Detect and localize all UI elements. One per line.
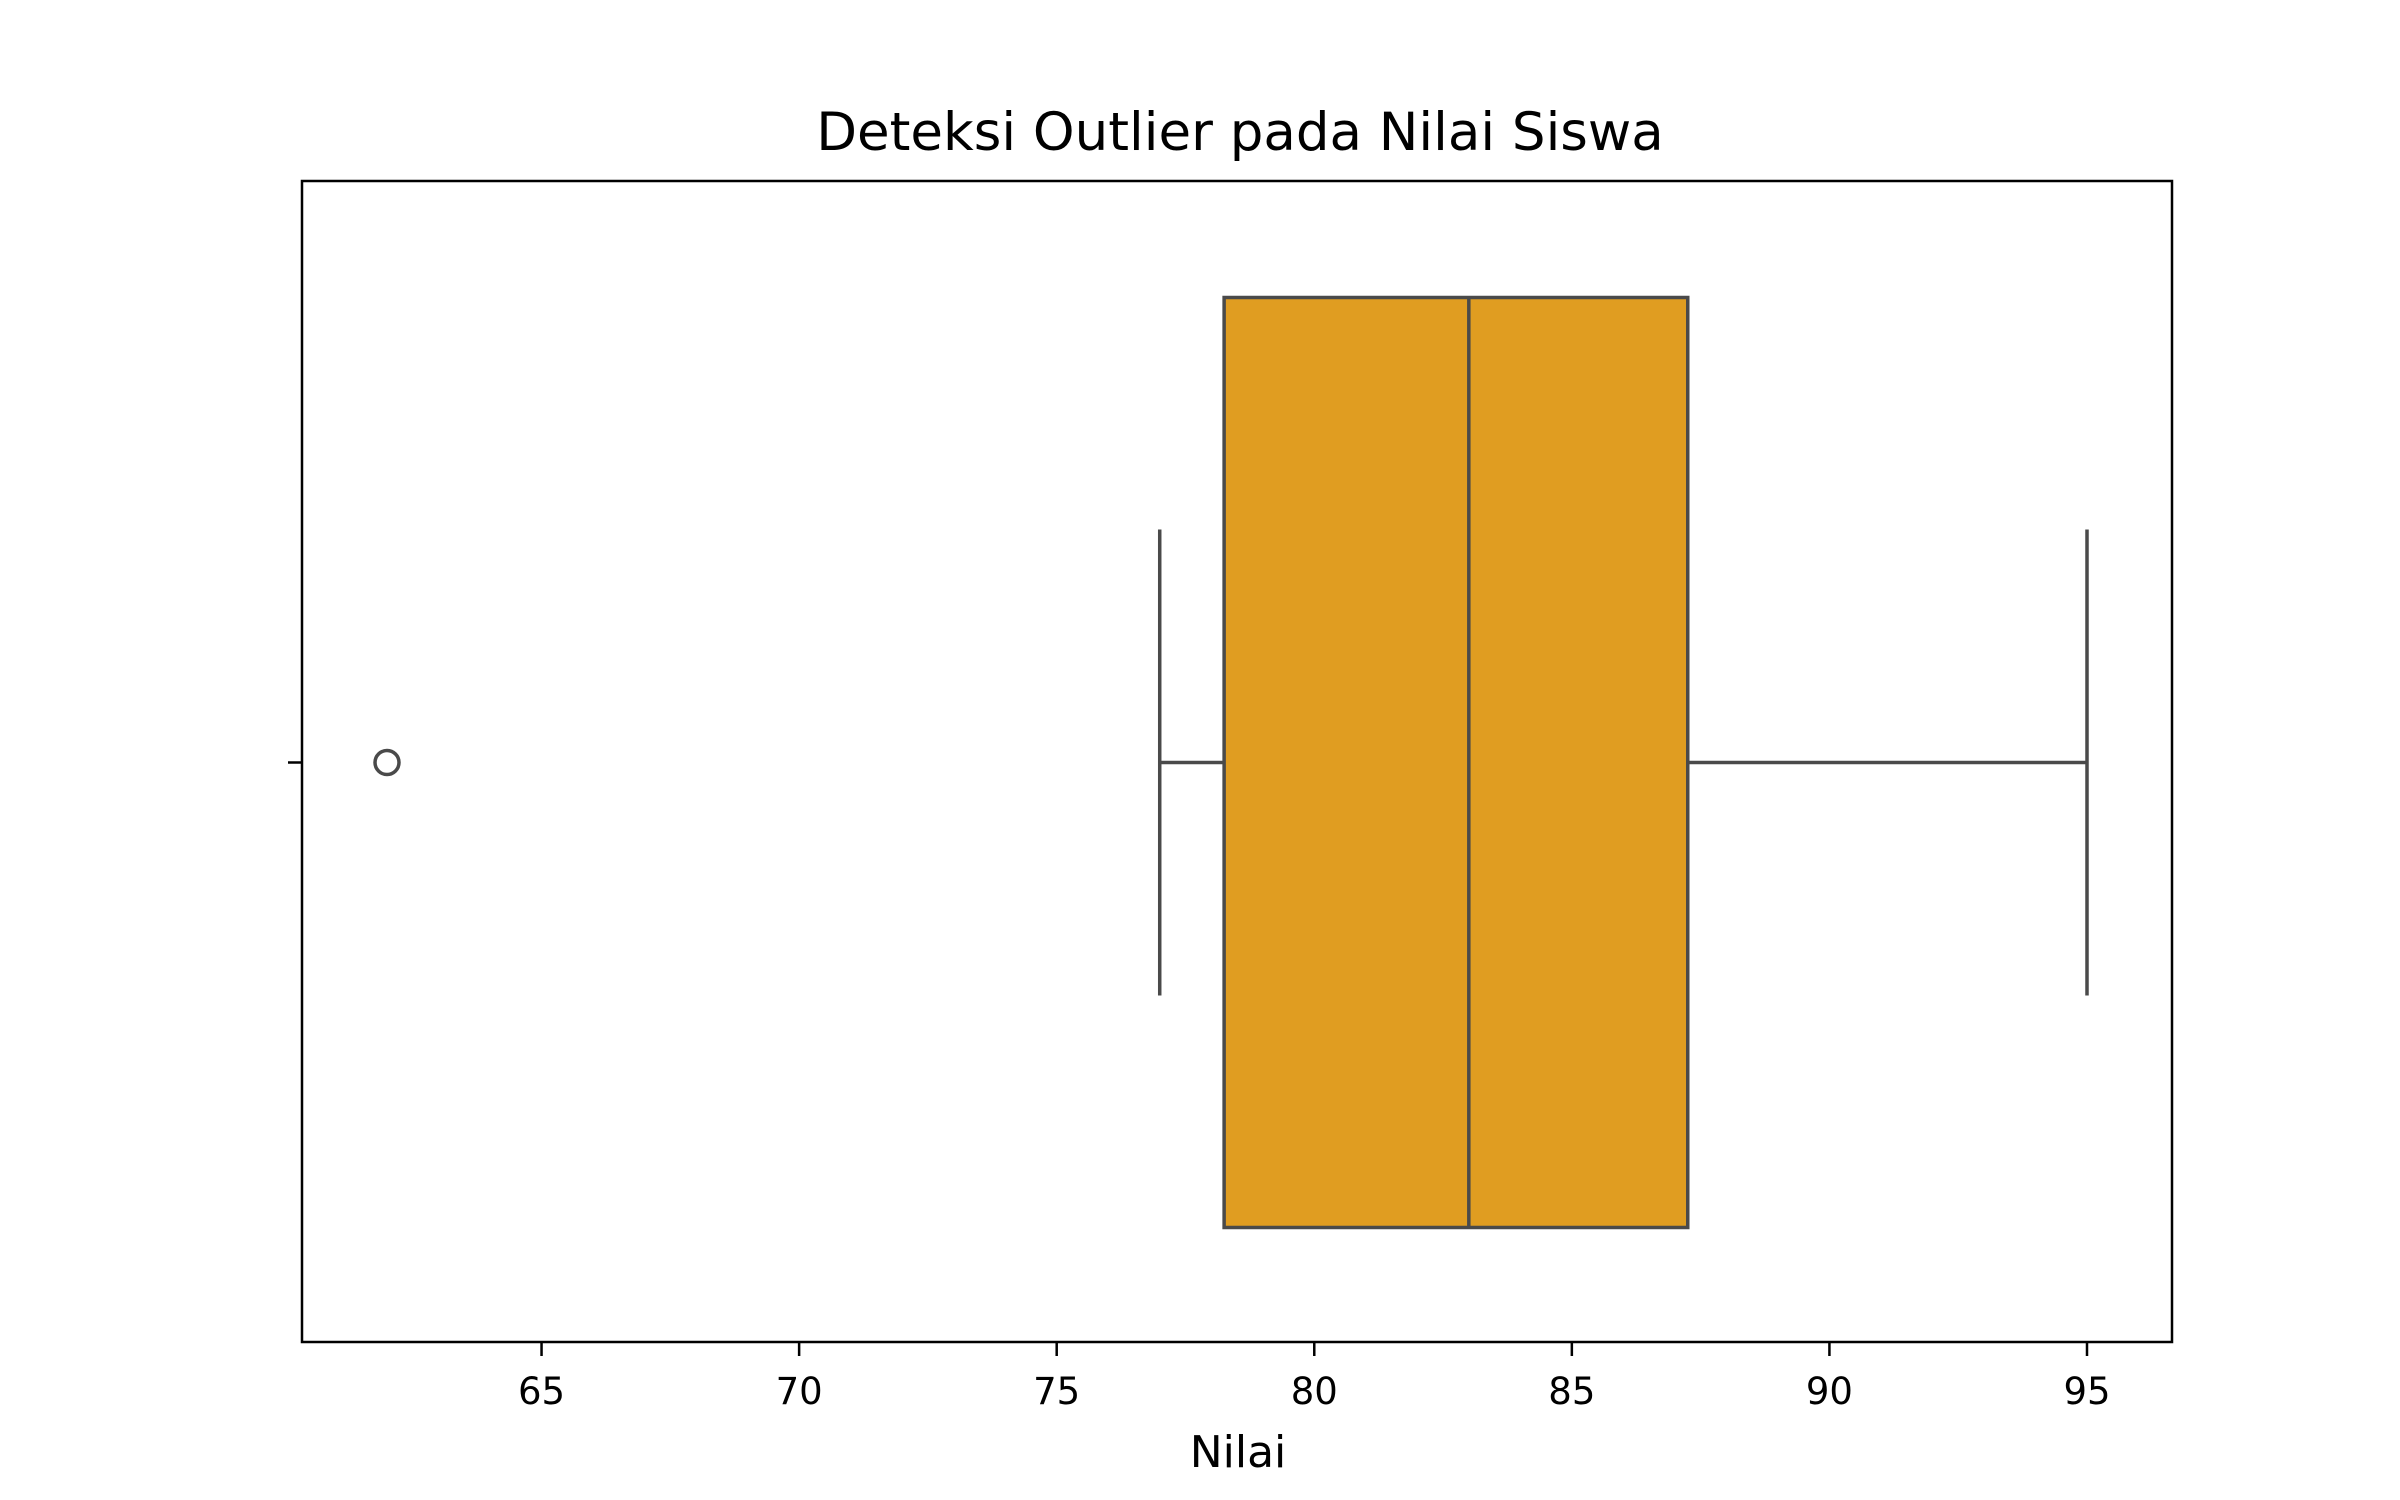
tick-layer: 65 70 75 80 85 90 95 xyxy=(518,1342,2111,1413)
x-tick-label-70: 70 xyxy=(776,1370,823,1413)
x-axis-label: Nilai xyxy=(1190,1427,1287,1478)
x-tick-label-90: 90 xyxy=(1806,1370,1853,1413)
chart-title: Deteksi Outlier pada Nilai Siswa xyxy=(816,102,1664,163)
iqr-box xyxy=(1222,295,1690,1230)
x-tick-label-85: 85 xyxy=(1548,1370,1595,1413)
x-tick-label-65: 65 xyxy=(518,1370,565,1413)
x-tick-label-80: 80 xyxy=(1291,1370,1338,1413)
box-layer xyxy=(373,295,2089,1230)
outlier-point-0 xyxy=(373,748,401,777)
x-tick-label-75: 75 xyxy=(1033,1370,1080,1413)
x-tick-label-95: 95 xyxy=(2063,1370,2110,1413)
